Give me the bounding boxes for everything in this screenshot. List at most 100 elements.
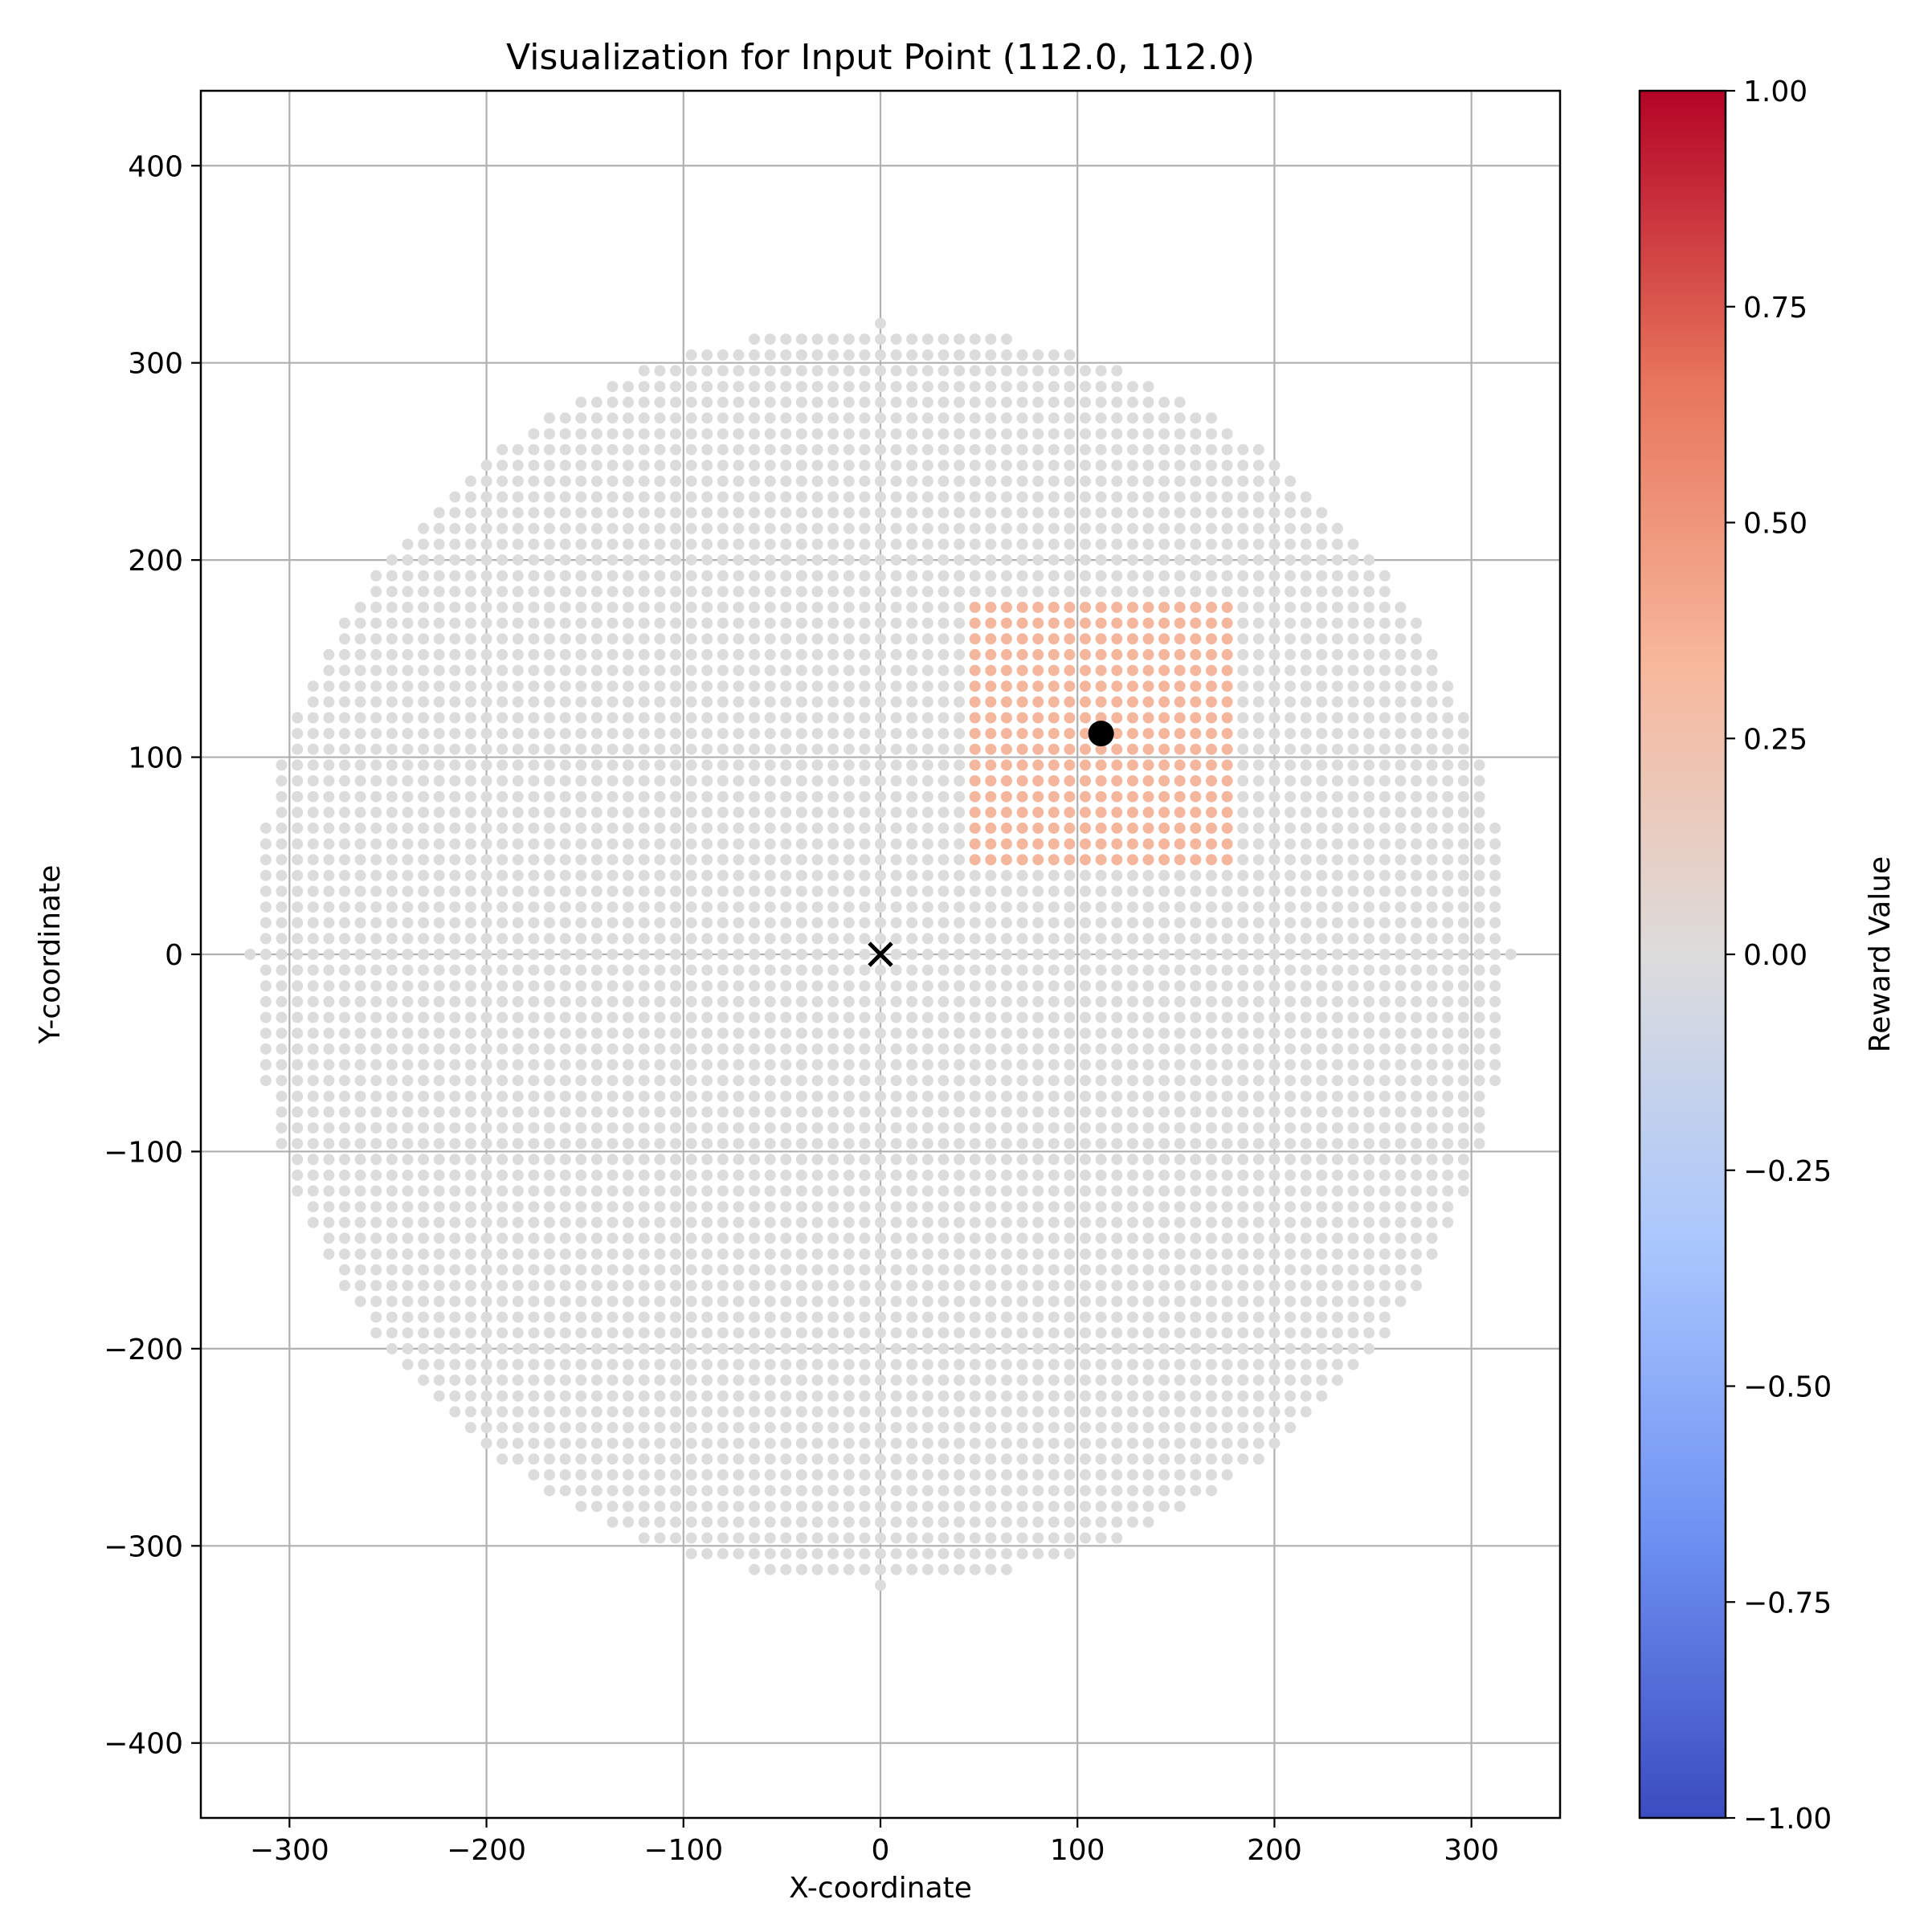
grid-point (875, 1186, 886, 1197)
grid-point (985, 1044, 996, 1055)
grid-point (796, 1106, 807, 1117)
grid-point (670, 1012, 681, 1023)
grid-point (1096, 1438, 1107, 1449)
grid-point (796, 1422, 807, 1433)
grid-point (1253, 1374, 1264, 1386)
grid-point (1080, 1012, 1091, 1023)
grid-point (1395, 1044, 1406, 1055)
grid-point (717, 1501, 729, 1512)
grid-point (954, 1564, 965, 1575)
grid-point (434, 759, 445, 770)
grid-point (701, 1170, 713, 1181)
grid-point (513, 713, 524, 724)
grid-point (1158, 523, 1170, 534)
grid-point (623, 1391, 634, 1402)
grid-point (875, 759, 886, 770)
grid-point (1206, 444, 1217, 455)
grid-point (1017, 570, 1028, 582)
grid-point (749, 366, 760, 377)
grid-point (1268, 680, 1280, 692)
highlight-point (1222, 791, 1233, 803)
grid-point (575, 665, 586, 676)
grid-point (1379, 586, 1391, 597)
grid-point (1348, 744, 1359, 755)
grid-point (954, 476, 965, 487)
grid-point (827, 933, 839, 944)
grid-point (1427, 1027, 1438, 1039)
grid-point (1316, 665, 1327, 676)
grid-point (575, 523, 586, 534)
grid-point (875, 823, 886, 834)
grid-point (449, 728, 460, 739)
grid-point (639, 1106, 650, 1117)
grid-point (1111, 381, 1122, 392)
grid-point (418, 1374, 429, 1386)
grid-point (796, 965, 807, 976)
grid-point (339, 996, 350, 1007)
grid-point (749, 381, 760, 392)
grid-point (623, 1517, 634, 1528)
grid-point (827, 444, 839, 455)
grid-point (1127, 1059, 1138, 1070)
grid-point (1158, 1422, 1170, 1433)
grid-point (1096, 1248, 1107, 1260)
grid-point (970, 492, 981, 503)
grid-point (701, 539, 713, 550)
grid-point (1237, 1170, 1248, 1181)
grid-point (1032, 554, 1044, 566)
grid-point (654, 1501, 665, 1512)
grid-point (465, 791, 476, 803)
grid-point (465, 1391, 476, 1402)
grid-point (1096, 554, 1107, 566)
grid-point (970, 996, 981, 1007)
grid-point (1411, 1201, 1422, 1212)
grid-point (749, 1012, 760, 1023)
grid-point (1348, 1359, 1359, 1370)
grid-point (1316, 523, 1327, 534)
grid-point (1316, 1075, 1327, 1086)
grid-point (749, 492, 760, 503)
grid-point (1127, 1012, 1138, 1023)
grid-point (1158, 428, 1170, 439)
grid-point (528, 791, 539, 803)
grid-point (623, 949, 634, 960)
grid-point (780, 759, 791, 770)
grid-point (780, 917, 791, 929)
grid-point (276, 823, 288, 834)
grid-point (970, 1343, 981, 1354)
grid-point (639, 476, 650, 487)
grid-point (1442, 728, 1453, 739)
grid-point (954, 507, 965, 518)
grid-point (481, 1312, 492, 1323)
highlight-point (1001, 807, 1012, 818)
grid-point (970, 1453, 981, 1464)
grid-point (749, 870, 760, 881)
grid-point (1048, 570, 1060, 582)
grid-point (749, 744, 760, 755)
grid-point (1080, 1106, 1091, 1117)
grid-point (1111, 492, 1122, 503)
grid-point (654, 996, 665, 1007)
grid-point (985, 917, 996, 929)
grid-point (639, 649, 650, 660)
grid-point (481, 823, 492, 834)
grid-point (906, 523, 917, 534)
grid-point (402, 586, 414, 597)
grid-point (639, 1312, 650, 1323)
grid-point (1174, 554, 1186, 566)
grid-point (481, 649, 492, 660)
grid-point (749, 649, 760, 660)
grid-point (528, 823, 539, 834)
grid-point (575, 1201, 586, 1212)
grid-point (575, 886, 586, 897)
grid-point (591, 949, 602, 960)
grid-point (812, 665, 823, 676)
grid-point (827, 618, 839, 629)
grid-point (1379, 1138, 1391, 1150)
grid-point (1064, 1359, 1075, 1370)
grid-point (922, 349, 933, 361)
grid-point (765, 1186, 776, 1197)
grid-point (922, 854, 933, 865)
grid-point (639, 523, 650, 534)
grid-point (1348, 917, 1359, 929)
